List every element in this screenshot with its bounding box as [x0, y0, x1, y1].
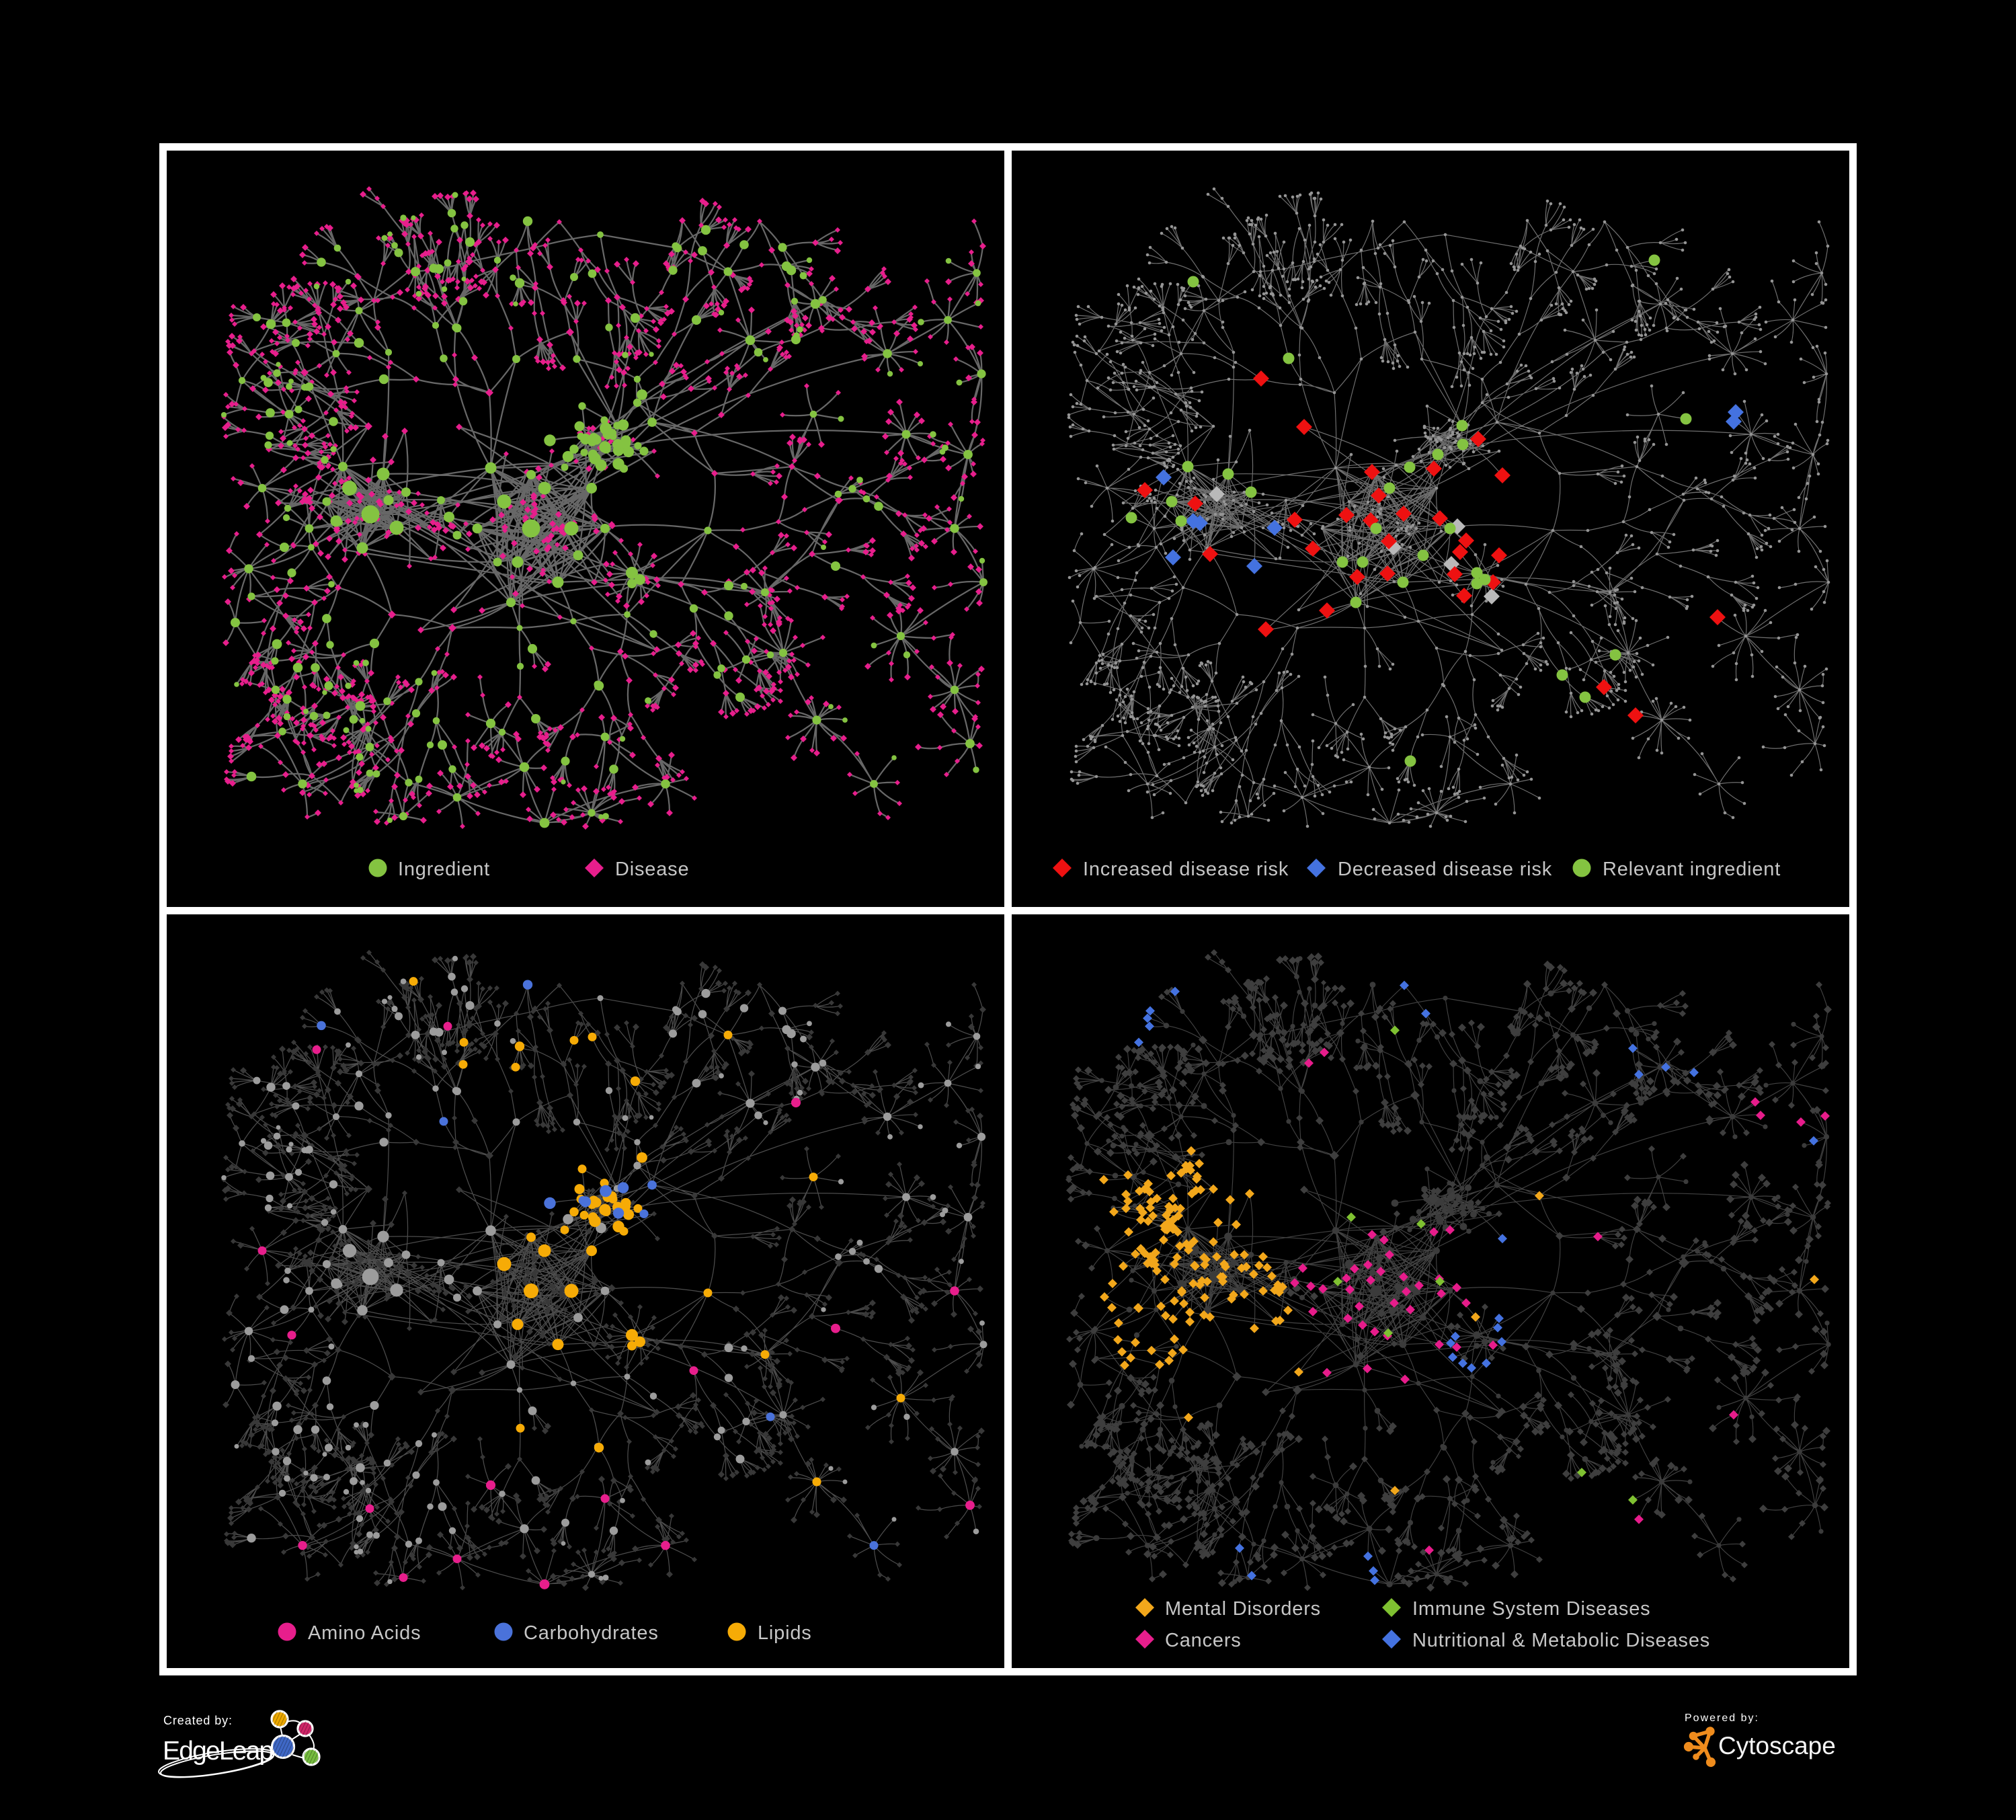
svg-text:Cancers: Cancers: [1165, 1630, 1242, 1651]
svg-text:Amino Acids: Amino Acids: [308, 1622, 421, 1644]
svg-text:Increased disease risk: Increased disease risk: [1083, 859, 1289, 880]
svg-text:Powered by:: Powered by:: [1685, 1712, 1759, 1724]
svg-text:Relevant ingredient: Relevant ingredient: [1603, 859, 1781, 880]
svg-text:Disease: Disease: [615, 859, 689, 880]
svg-text:Created by:: Created by:: [163, 1714, 233, 1727]
svg-text:Nutritional & Metabolic Diseas: Nutritional & Metabolic Diseases: [1412, 1630, 1710, 1651]
svg-text:Immune System Diseases: Immune System Diseases: [1412, 1598, 1650, 1620]
svg-text:Lipids: Lipids: [758, 1622, 812, 1644]
svg-text:Mental Disorders: Mental Disorders: [1165, 1598, 1321, 1620]
svg-text:Cytoscape: Cytoscape: [1718, 1732, 1836, 1759]
svg-text:Decreased disease risk: Decreased disease risk: [1338, 859, 1552, 880]
svg-text:Ingredient: Ingredient: [398, 859, 490, 880]
svg-text:Carbohydrates: Carbohydrates: [524, 1622, 659, 1644]
